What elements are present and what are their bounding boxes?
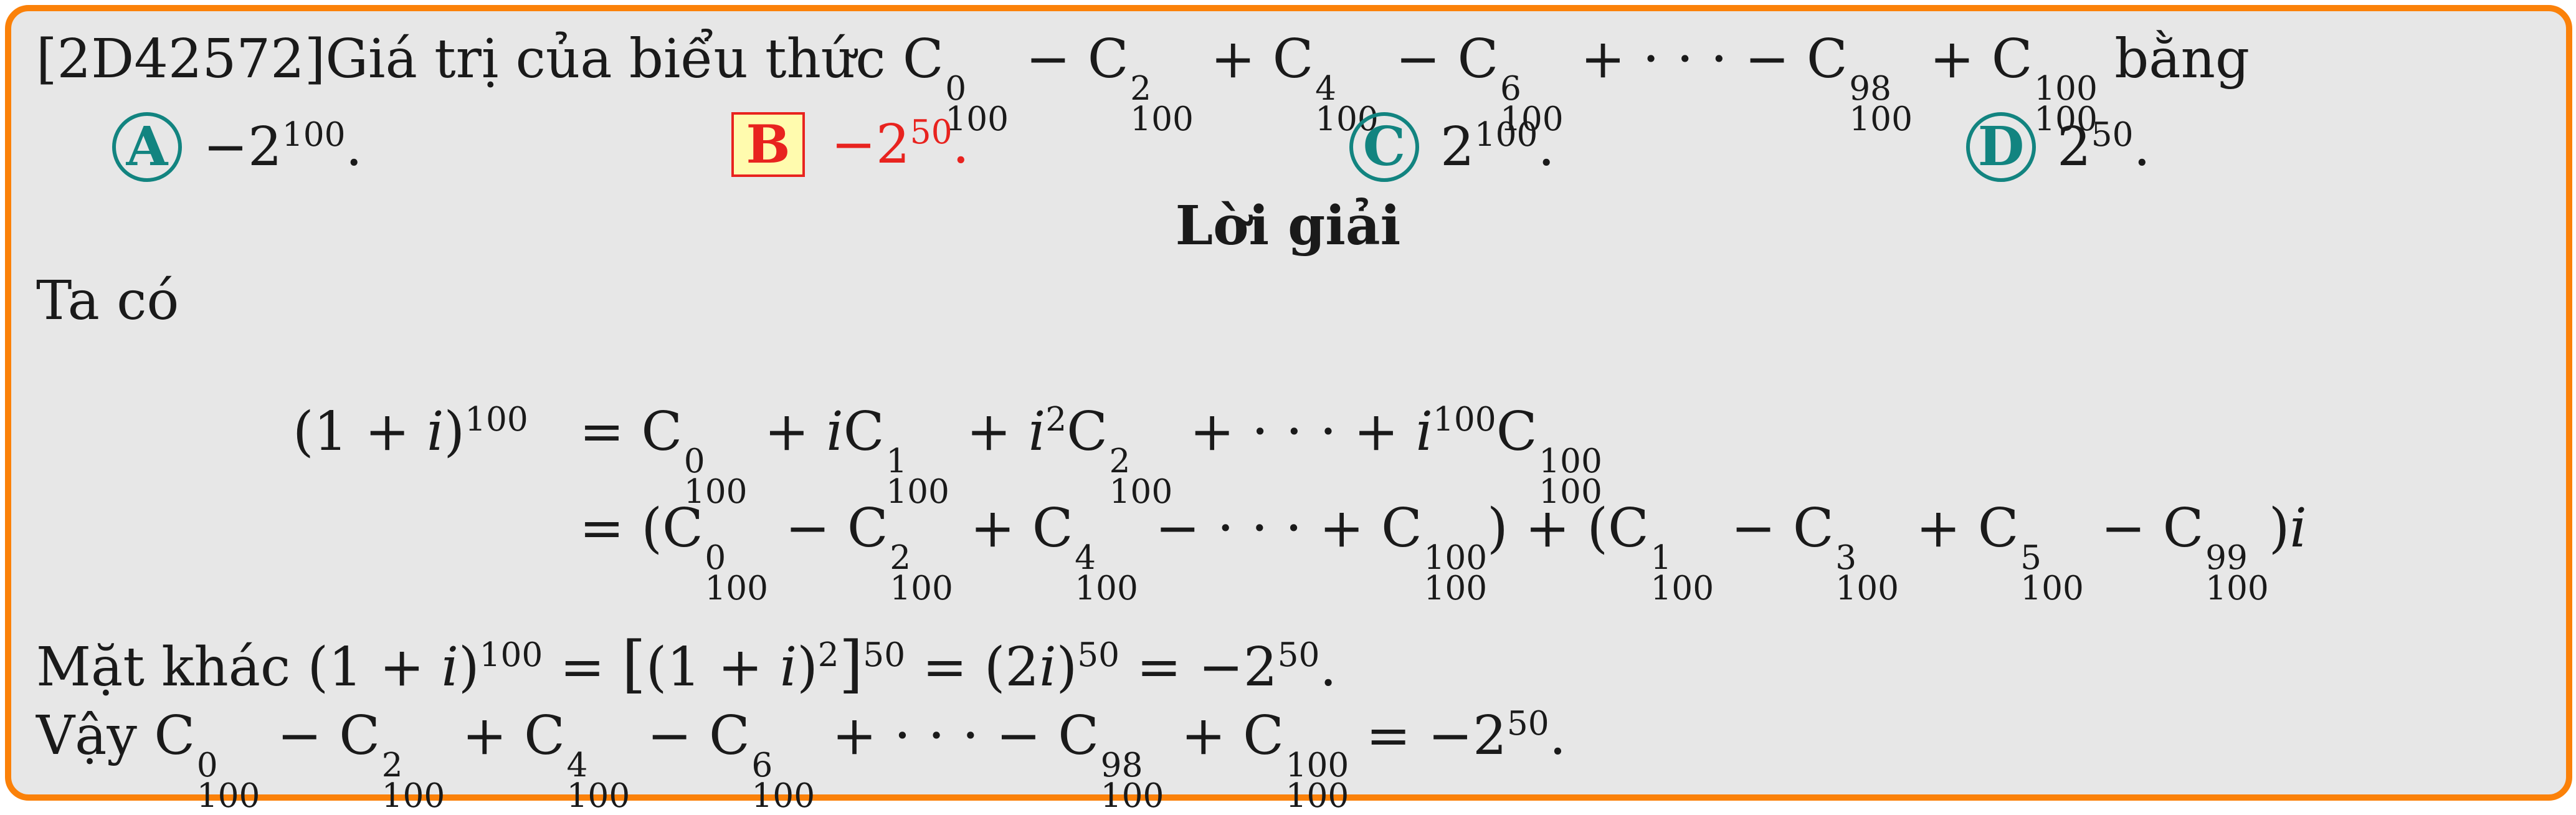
question-card xyxy=(5,5,2572,801)
question-line: [2D42572]Giá trị của biểu thức C 0 100 − C… xyxy=(36,32,2250,136)
option-c[interactable]: C 2100. xyxy=(1349,112,1555,182)
question-expression: C 0 100 − C 2 100 + C 4 100 − C 6 100 + · · · − … xyxy=(902,28,2098,139)
mat-khac-expression: (1 + i)100 = [(1 + i)2]50 = (2i)50 = −25… xyxy=(307,629,1337,700)
question-ending: bằng xyxy=(2114,28,2250,90)
option-a[interactable]: A −2100. xyxy=(112,112,363,182)
option-b-value: −250. xyxy=(831,113,969,176)
option-d[interactable]: D 250. xyxy=(1966,112,2151,182)
option-b-marker: B xyxy=(731,112,805,177)
mat-khac-line: Mặt khác (1 + i)100 = [(1 + i)2]50 = (2i… xyxy=(36,634,1337,696)
equation-lhs: (1 + i)100 xyxy=(293,400,528,463)
mat-khac-label: Mặt khác xyxy=(36,636,291,698)
option-b[interactable]: B −250. xyxy=(731,112,969,177)
question-text: Giá trị của biểu thức xyxy=(325,28,886,90)
option-a-marker: A xyxy=(112,112,182,182)
solution-title: Lời giải xyxy=(1175,194,1401,257)
solution-intro: Ta có xyxy=(36,270,179,332)
option-d-value: 250. xyxy=(2057,115,2151,178)
equation-line-1: = C 0 100 + iC 1 100 + i2C 2 100 + · · · + i10… xyxy=(579,400,1602,512)
conclusion-label: Vậy xyxy=(36,705,137,767)
equation-line-2: = (C 0 100 − C 2 100 + C 4 100 − · · · + C 100 1… xyxy=(579,497,2307,608)
option-d-marker: D xyxy=(1966,112,2036,182)
option-c-marker: C xyxy=(1349,112,1419,182)
option-c-value: 2100. xyxy=(1440,115,1555,178)
conclusion-line: Vậy C 0 100 − C 2 100 + C 4 100 − C 6 100 + · · … xyxy=(36,707,1566,812)
question-id: [2D42572] xyxy=(36,28,326,90)
conclusion-expression: C 0 100 − C 2 100 + C 4 100 − C 6 100 + · · · − … xyxy=(154,704,1567,815)
option-a-value: −2100. xyxy=(203,115,363,178)
